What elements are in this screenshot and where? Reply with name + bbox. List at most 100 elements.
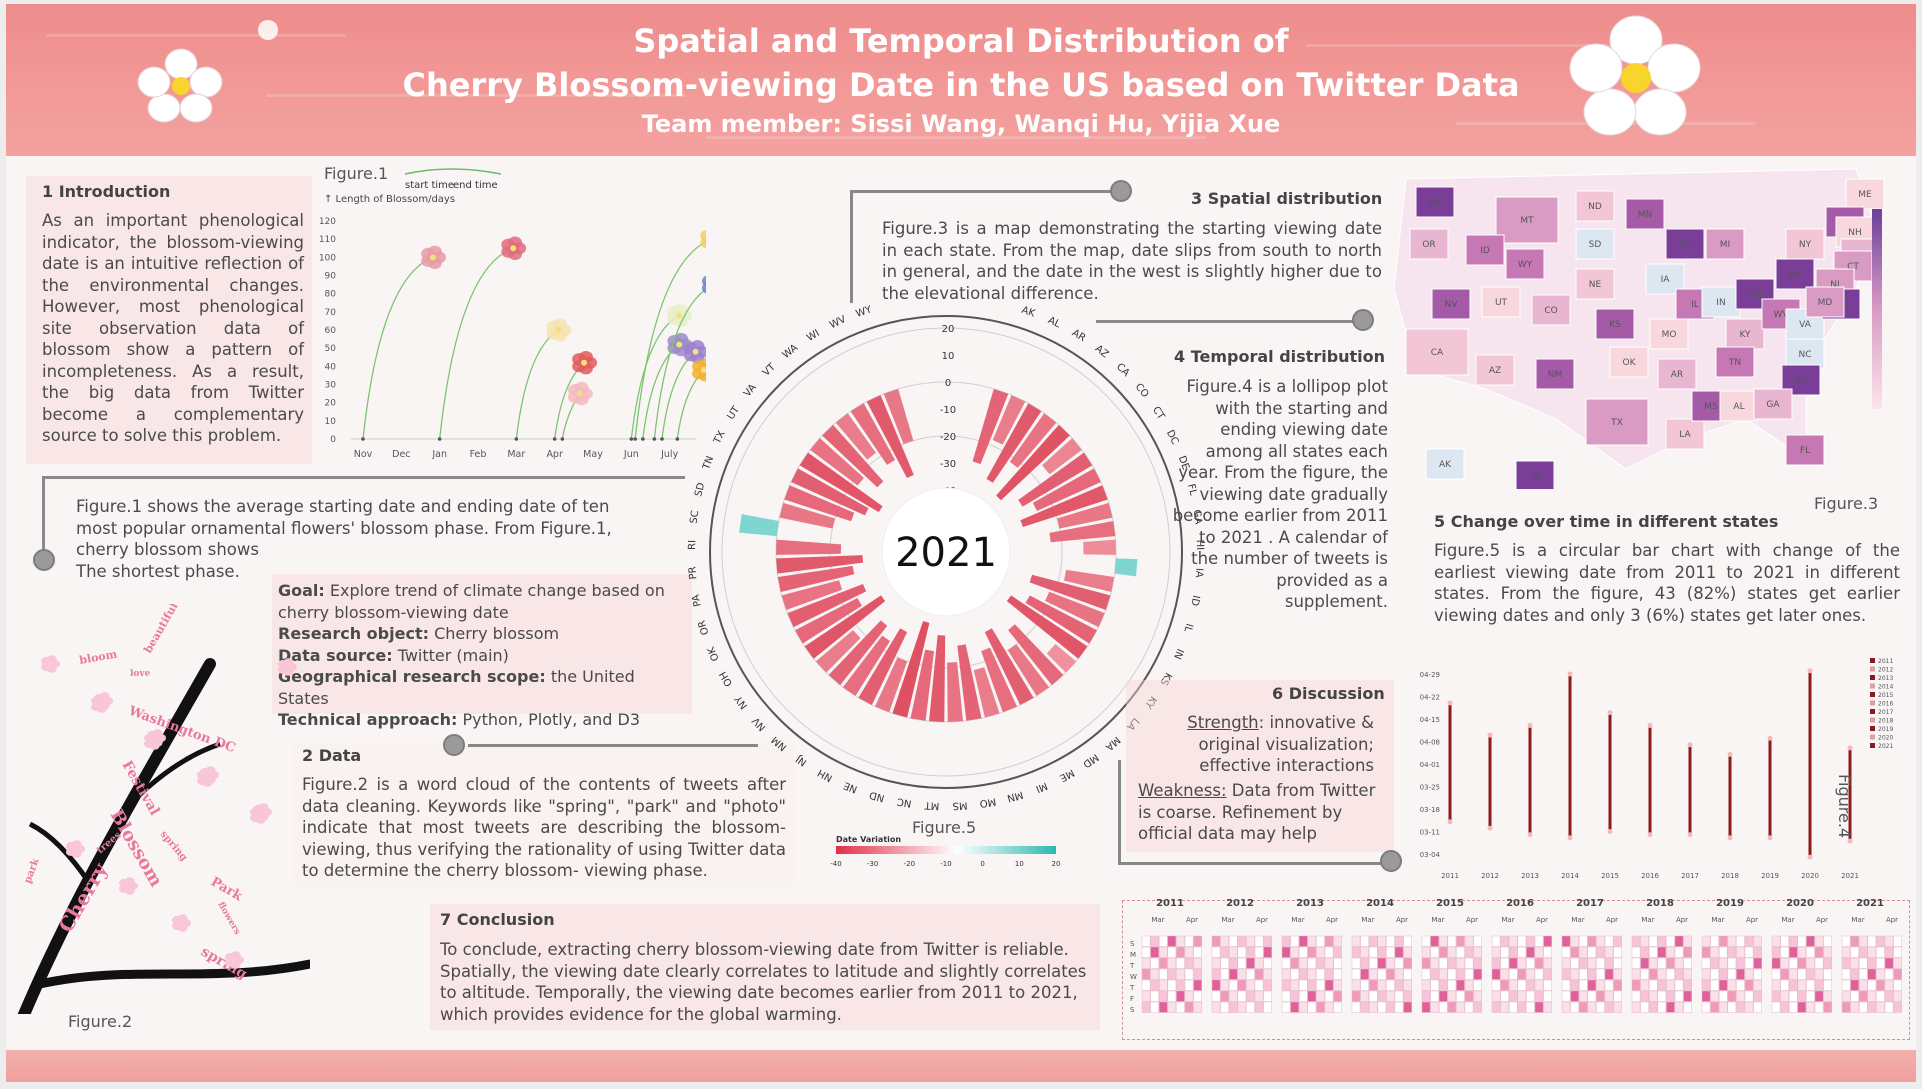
- calendar-cell: [1281, 968, 1291, 980]
- calendar-cell: [1184, 946, 1194, 958]
- calendar-cell: [1298, 935, 1308, 947]
- calendar-cell: [1613, 968, 1622, 980]
- calendar-cell: [1220, 968, 1229, 980]
- temporal-heading: 4 Temporal distribution: [1174, 347, 1386, 366]
- calendar-cell: [1211, 968, 1221, 980]
- blossom-icon: [224, 951, 244, 969]
- calendar-cell: [1158, 979, 1168, 991]
- fig5-state-label: MS: [952, 799, 968, 811]
- calendar-cell: [1578, 990, 1588, 1002]
- map-colorbar: [1872, 209, 1882, 409]
- calendar-cell: [1631, 990, 1641, 1002]
- calendar-cell: [1290, 968, 1299, 980]
- calendar-cell: [1508, 957, 1518, 969]
- calendar-cell: [1176, 990, 1185, 1002]
- calendar-cell: [1753, 946, 1762, 958]
- calendar-cell: [1666, 979, 1675, 991]
- fig1-ylabel: ↑ Length of Blossom/days: [324, 194, 456, 205]
- calendar-cell: [1150, 979, 1159, 991]
- fig5-state-label: GA: [1191, 509, 1204, 525]
- calendar-cell: [1298, 979, 1308, 991]
- calendar-cell: [1447, 990, 1457, 1002]
- calendar-cell: [1893, 968, 1902, 980]
- fig5-bar: [1042, 438, 1082, 475]
- calendar-cell: [1771, 968, 1781, 980]
- blossom-petal: [143, 739, 154, 748]
- calendar-cell: [1228, 957, 1238, 969]
- calendar-cell: [1237, 946, 1247, 958]
- fig4-legend-swatch: [1870, 692, 1875, 697]
- fig5-radial-tick: 20: [942, 324, 955, 335]
- calendar-cell: [1368, 990, 1378, 1002]
- calendar-cell: [1858, 979, 1868, 991]
- calendar-cell: [1648, 979, 1658, 991]
- fig5-state-label: OH: [718, 669, 735, 688]
- calendar-cell: [1333, 1001, 1342, 1013]
- calendar-cell: [1727, 1001, 1737, 1013]
- calendar-cell: [1648, 968, 1658, 980]
- calendar-cell: [1666, 957, 1675, 969]
- calendar-cell: [1710, 946, 1719, 958]
- fig5-bar: [992, 395, 1026, 445]
- fig2-label: Figure.2: [68, 1012, 133, 1031]
- calendar-cell: [1360, 968, 1369, 980]
- calendar-cell: [1298, 946, 1308, 958]
- blossom-icon: [118, 877, 138, 895]
- blossom-petal: [249, 813, 260, 822]
- calendar-cell: [1386, 946, 1395, 958]
- calendar-cell: [1220, 979, 1229, 991]
- calendar-cell: [1850, 990, 1859, 1002]
- fig5-bar: [972, 388, 1009, 465]
- calendar-cell: [1788, 935, 1798, 947]
- calendar-cell: [1858, 1001, 1868, 1013]
- fig4-end-dot: [1447, 700, 1453, 706]
- calendar-cell: [1386, 935, 1395, 947]
- map-state-tx: [1585, 398, 1649, 446]
- calendar-cell: [1394, 1001, 1404, 1013]
- fig4-ytick: 03-18: [1420, 806, 1440, 814]
- calendar-cell: [1867, 990, 1877, 1002]
- fig4-xtick: 2013: [1521, 872, 1539, 880]
- calendar-cell: [1167, 946, 1177, 958]
- fig5-state-label: OR: [697, 619, 712, 636]
- map-state-label: CA: [1431, 348, 1444, 358]
- fig5-bar: [1046, 643, 1077, 673]
- map-state-mi: [1705, 228, 1745, 260]
- fig4-legend-swatch: [1870, 683, 1875, 689]
- calendar-cell: [1884, 957, 1894, 969]
- fig1-legend-end: end time: [453, 180, 498, 191]
- fig4-legend-swatch: [1870, 726, 1875, 731]
- calendar-year-label: 2017: [1576, 898, 1604, 909]
- calendar-cell: [1333, 946, 1342, 958]
- map-state-label: KS: [1609, 320, 1621, 330]
- calendar-cell: [1710, 935, 1719, 947]
- fig5-state-label: MD: [1080, 751, 1100, 770]
- map-state-label: IA: [1661, 275, 1671, 285]
- calendar-cell: [1893, 1001, 1902, 1013]
- calendar-cell: [1421, 979, 1431, 991]
- calendar-cell: [1526, 968, 1535, 980]
- calendar-cell: [1526, 935, 1535, 947]
- object-key: Research object:: [278, 624, 429, 643]
- calendar-cell: [1657, 935, 1667, 947]
- calendar-cell: [1307, 1001, 1317, 1013]
- discussion-box: [1126, 680, 1394, 852]
- calendar-cell: [1587, 935, 1597, 947]
- calendar-cell: [1640, 979, 1649, 991]
- calendar-cell: [1167, 979, 1177, 991]
- fig1-petal: [701, 275, 706, 287]
- calendar-weekday-label: M: [1130, 951, 1136, 959]
- fig5-bar: [1057, 502, 1113, 529]
- calendar-cell: [1220, 935, 1229, 947]
- calendar-cell: [1736, 990, 1745, 1002]
- calendar-cell: [1307, 979, 1317, 991]
- calendar-cell: [1324, 968, 1334, 980]
- fig5-radial-tick: 0: [945, 378, 951, 389]
- calendar-cell: [1666, 946, 1675, 958]
- calendar-cell: [1421, 957, 1431, 969]
- poster: Spatial and Temporal Distribution of Che…: [6, 4, 1916, 1082]
- calendar-cell: [1281, 1001, 1291, 1013]
- blossom-petal: [96, 695, 107, 704]
- fig4-end-dot: [1807, 668, 1813, 674]
- calendar-cell: [1587, 990, 1597, 1002]
